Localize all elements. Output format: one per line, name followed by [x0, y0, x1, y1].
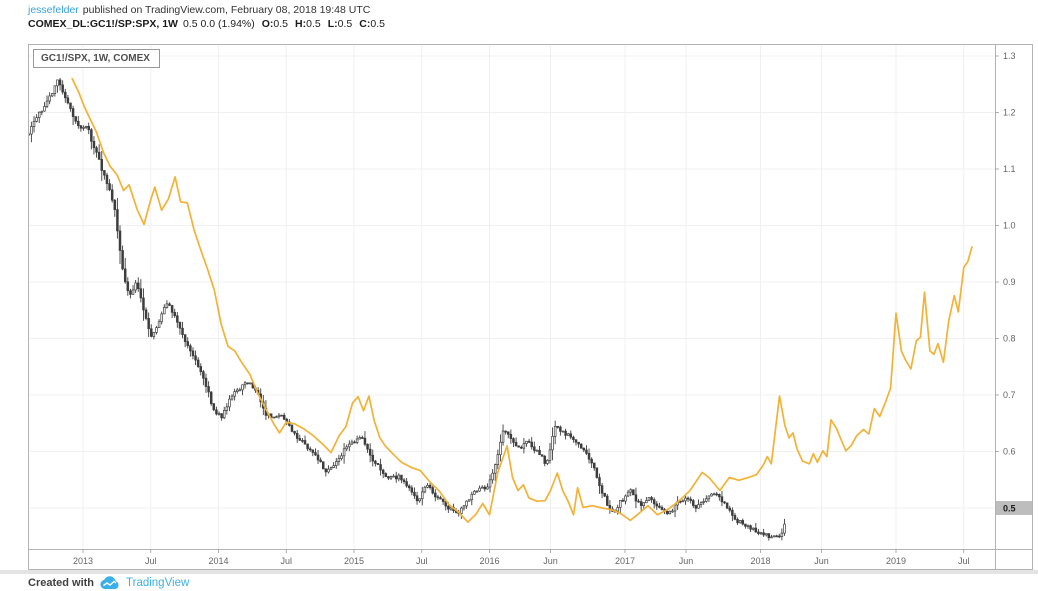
svg-text:Jun: Jun: [814, 556, 829, 566]
svg-text:2015: 2015: [344, 556, 364, 566]
price-axis[interactable]: 1.31.21.11.00.90.80.70.60.50.5: [995, 51, 1032, 515]
svg-text:Jul: Jul: [280, 556, 292, 566]
svg-text:Jul: Jul: [145, 556, 157, 566]
svg-text:0.5: 0.5: [1003, 504, 1016, 514]
publish-line: jessefelder published on TradingView.com,…: [28, 4, 385, 17]
svg-text:Jun: Jun: [543, 556, 558, 566]
tradingview-link[interactable]: TradingView: [126, 577, 190, 589]
high-value: H:0.5: [295, 18, 321, 30]
svg-text:0.7: 0.7: [1003, 390, 1016, 400]
svg-text:1.3: 1.3: [1003, 51, 1016, 61]
chart-legend: GC1!/SPX, 1W, COMEX: [33, 49, 160, 68]
svg-text:2014: 2014: [208, 556, 228, 566]
svg-text:2017: 2017: [615, 556, 635, 566]
tradingview-logo-icon: [99, 576, 121, 590]
svg-text:Jul: Jul: [958, 556, 970, 566]
header: jessefelder published on TradingView.com,…: [28, 4, 385, 31]
svg-text:1.2: 1.2: [1003, 108, 1016, 118]
svg-text:2018: 2018: [750, 556, 770, 566]
close-value: C:0.5: [359, 18, 385, 30]
svg-text:1.0: 1.0: [1003, 221, 1016, 231]
author-link[interactable]: jessefelder: [28, 4, 79, 16]
svg-text:Jul: Jul: [416, 556, 428, 566]
svg-text:2013: 2013: [73, 556, 93, 566]
bottom-divider: [0, 570, 1038, 574]
svg-text:2016: 2016: [479, 556, 499, 566]
time-axis[interactable]: 2013 Jul 2014 Jul 2015 Jul 2016 Jun 2017 Jun 2018 J…: [73, 549, 970, 566]
created-with-text: Created with: [28, 577, 95, 589]
symbol-quote-line: COMEX_DL:GC1!/SP:SPX, 1W 0.5 0.0 (1.94%) O…: [28, 17, 385, 31]
svg-text:1.1: 1.1: [1003, 164, 1016, 174]
chart-frame: [28, 44, 1033, 570]
svg-text:0.6: 0.6: [1003, 447, 1016, 457]
plot-area[interactable]: [28, 77, 973, 541]
change-text: 0.5 0.0 (1.94%): [182, 18, 255, 30]
published-text: published on TradingView.com, February 0…: [82, 4, 371, 16]
price-chart-svg[interactable]: 1.31.21.11.00.90.80.70.60.50.52013Jul201…: [28, 44, 1036, 572]
last-price-marker: 0.5: [996, 501, 1032, 515]
svg-text:2019: 2019: [886, 556, 906, 566]
svg-text:0.8: 0.8: [1003, 334, 1016, 344]
low-value: L:0.5: [327, 18, 353, 30]
overlay-line-series: [71, 77, 973, 523]
svg-text:0.9: 0.9: [1003, 277, 1016, 287]
open-value: O:0.5: [261, 18, 289, 30]
chart-canvas[interactable]: GC1!/SPX, 1W, COMEX 1.3 1.2 1.1 1.0 0.9 0.8 0.…: [28, 44, 1036, 572]
gridlines: [29, 45, 994, 548]
svg-text:Jun: Jun: [679, 556, 694, 566]
symbol-name: COMEX_DL:GC1!/SP:SPX, 1W: [28, 18, 178, 30]
footer: Created with TradingView: [28, 576, 189, 590]
